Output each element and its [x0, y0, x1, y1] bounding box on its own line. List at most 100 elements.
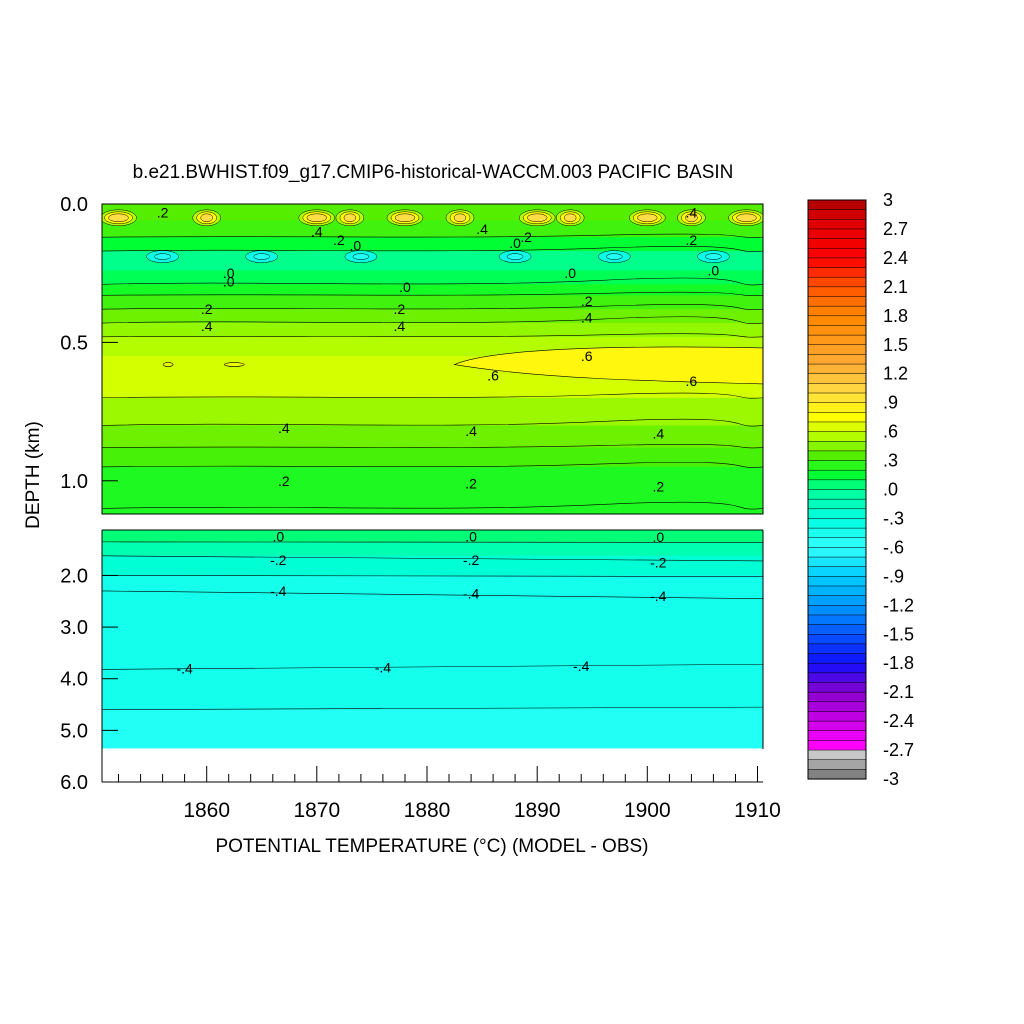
contour-label: .0 [652, 529, 664, 545]
upper-contour-line [102, 444, 763, 449]
upper-band [102, 237, 763, 252]
contour-label: -.4 [650, 588, 667, 604]
colorbar-box [807, 653, 867, 664]
upper-band [102, 397, 763, 426]
colorbar-box [807, 383, 867, 394]
colorbar-box [807, 605, 867, 616]
upper-panel-frame [101, 203, 764, 515]
colorbar-box [807, 585, 867, 597]
y-tick-label: 2.0 [60, 565, 88, 587]
x-tick-label: 1870 [293, 799, 340, 822]
colorbar-box [807, 730, 867, 741]
colorbar-tick-label: -2.1 [883, 682, 914, 702]
y-tick-label: 1.0 [60, 471, 88, 493]
upper-band [102, 309, 763, 324]
contour-label: .4 [581, 310, 593, 326]
colorbar-tick-label: 2.4 [883, 248, 908, 268]
surface-warm-blob [453, 213, 467, 223]
colorbar-box [807, 662, 867, 674]
y-tick-label: 3.0 [60, 617, 88, 639]
colorbar-box [807, 749, 867, 761]
upper-band [102, 425, 763, 448]
colorbar-box [807, 412, 867, 423]
colorbar-box [807, 547, 867, 558]
surface-warm-blob [200, 213, 213, 223]
colorbar-tick-label: 2.7 [883, 219, 908, 239]
y-axis-label: DEPTH (km) [23, 421, 44, 529]
colorbar-box [807, 614, 867, 626]
upper-warm-lens [453, 346, 763, 385]
x-tick-label: 1910 [734, 799, 781, 822]
contour-label: .4 [465, 423, 477, 439]
colorbar-frame [807, 199, 867, 780]
contour-label: .4 [476, 221, 488, 237]
colorbar-tick-label: -3 [883, 769, 899, 789]
contour-label: -.2 [463, 552, 480, 568]
colorbar-tick-label: -1.5 [883, 624, 914, 644]
colorbar-box [807, 634, 867, 645]
upper-band [102, 251, 763, 271]
contour-label: .0 [223, 274, 235, 290]
y-tick-label: 5.0 [60, 720, 88, 742]
colorbar-box [807, 238, 867, 249]
colorbar-box [807, 479, 867, 491]
colorbar-box [807, 209, 867, 220]
colorbar-box [807, 691, 867, 703]
colorbar-box [807, 199, 867, 211]
colorbar-box [807, 373, 867, 384]
colorbar-tick-label: .6 [883, 422, 898, 442]
colorbar-tick-label: .3 [883, 451, 898, 471]
surface-warm-blob [108, 213, 129, 223]
colorbar-labels: 3 2.7 2.4 2.1 1.8 1.5 1.2 .9 .6 .3 .0 -.3 -.6 -.9 -1.2… [883, 190, 914, 789]
upper-contour-line [102, 418, 763, 427]
contour-label: .2 [394, 301, 406, 317]
contour-label: .2 [581, 293, 593, 309]
upper-band [102, 466, 763, 514]
colorbar-box [807, 556, 867, 568]
colorbar-box [807, 450, 867, 462]
subsurface-cool-blob-core [606, 253, 623, 260]
colorbar-box [807, 431, 867, 442]
colorbar-box [807, 508, 867, 519]
lower-band [102, 709, 763, 749]
lower-contour-line [102, 575, 763, 577]
upper-panel: 0.00.51.0 .2.4.2.0.4.0.2.4.2.0.0.0.0.0.2… [60, 194, 764, 515]
surface-warm-blob [306, 213, 328, 223]
colorbar-box [807, 460, 867, 471]
colorbar-box [807, 276, 867, 288]
colorbar-box [807, 498, 867, 510]
colorbar-box [807, 576, 867, 587]
colorbar-box [807, 672, 867, 684]
lower-contour-line [102, 590, 763, 599]
upper-band [102, 323, 763, 338]
colorbar-box [807, 769, 867, 780]
colorbar-box [807, 740, 867, 751]
colorbar-box [807, 469, 867, 481]
y-tick-label: 0.0 [60, 194, 88, 216]
x-tick-label: 1900 [624, 799, 671, 822]
colorbar-box [807, 267, 867, 278]
contour-label: .0 [465, 529, 477, 545]
colorbar-tick-label: -1.8 [883, 653, 914, 673]
upper-band [102, 447, 763, 468]
surface-warm-blob [736, 213, 757, 223]
contour-label: .0 [509, 235, 521, 251]
colorbar-tick-label: -2.4 [883, 711, 914, 731]
upper-small-contour [223, 362, 245, 367]
colorbar-tick-label: .0 [883, 480, 898, 500]
contour-label: .6 [581, 348, 593, 364]
upper-band [102, 284, 763, 296]
lower-contour-line [102, 555, 763, 562]
contour-label: -.4 [573, 658, 590, 674]
upper-contour-line [102, 501, 763, 510]
colorbar-tick-label: 3 [883, 190, 893, 210]
colorbar-tick-label: 1.8 [883, 306, 908, 326]
y-tick-label: 6.0 [60, 772, 88, 794]
subsurface-cool-blob-core [253, 253, 270, 260]
colorbar-box [807, 354, 867, 365]
contour-label: .2 [686, 232, 698, 248]
lower-contour-line [102, 706, 763, 711]
contour-label: .0 [272, 529, 284, 545]
colorbar-box [807, 402, 867, 413]
